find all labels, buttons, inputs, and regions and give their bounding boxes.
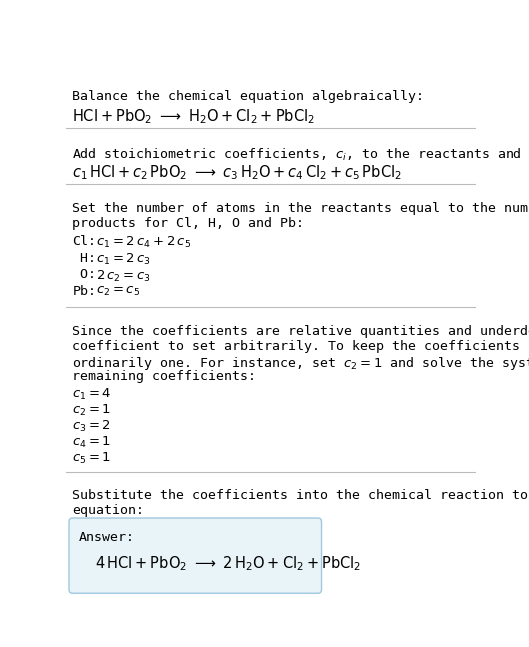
Text: $c_3 = 2$: $c_3 = 2$ xyxy=(72,419,111,434)
Text: remaining coefficients:: remaining coefficients: xyxy=(72,369,256,382)
Text: H:: H: xyxy=(72,252,96,265)
Text: Add stoichiometric coefficients, $c_i$, to the reactants and products:: Add stoichiometric coefficients, $c_i$, … xyxy=(72,146,529,163)
Text: Cl:: Cl: xyxy=(72,235,96,248)
Text: $2\,c_2 = c_3$: $2\,c_2 = c_3$ xyxy=(96,269,150,283)
Text: O:: O: xyxy=(72,269,96,281)
Text: Pb:: Pb: xyxy=(72,285,96,298)
Text: Since the coefficients are relative quantities and underdetermined, choose a: Since the coefficients are relative quan… xyxy=(72,325,529,338)
Text: Substitute the coefficients into the chemical reaction to obtain the balanced: Substitute the coefficients into the che… xyxy=(72,489,529,502)
Text: Answer:: Answer: xyxy=(78,531,134,544)
Text: coefficient to set arbitrarily. To keep the coefficients small, the arbitrary va: coefficient to set arbitrarily. To keep … xyxy=(72,340,529,353)
Text: $c_4 = 1$: $c_4 = 1$ xyxy=(72,435,111,450)
Text: $c_2 = 1$: $c_2 = 1$ xyxy=(72,403,111,418)
Text: Set the number of atoms in the reactants equal to the number of atoms in the: Set the number of atoms in the reactants… xyxy=(72,202,529,215)
Text: $c_1 = 4$: $c_1 = 4$ xyxy=(72,387,112,402)
Text: Balance the chemical equation algebraically:: Balance the chemical equation algebraica… xyxy=(72,90,424,103)
Text: $c_2 = c_5$: $c_2 = c_5$ xyxy=(96,285,140,298)
Text: $\mathrm{HCl + PbO_2\ \longrightarrow\ H_2O + Cl_2 + PbCl_2}$: $\mathrm{HCl + PbO_2\ \longrightarrow\ H… xyxy=(72,107,315,126)
Text: products for Cl, H, O and Pb:: products for Cl, H, O and Pb: xyxy=(72,217,304,230)
Text: $c_1 = 2\,c_3$: $c_1 = 2\,c_3$ xyxy=(96,252,150,267)
FancyBboxPatch shape xyxy=(69,518,322,593)
Text: $c_1\,\mathrm{HCl} + c_2\,\mathrm{PbO_2}\ \longrightarrow\ c_3\,\mathrm{H_2O} + : $c_1\,\mathrm{HCl} + c_2\,\mathrm{PbO_2}… xyxy=(72,163,402,182)
Text: $c_1 = 2\,c_4 + 2\,c_5$: $c_1 = 2\,c_4 + 2\,c_5$ xyxy=(96,235,190,250)
Text: $c_5 = 1$: $c_5 = 1$ xyxy=(72,451,111,466)
Text: equation:: equation: xyxy=(72,504,144,517)
Text: ordinarily one. For instance, set $c_2 = 1$ and solve the system of equations fo: ordinarily one. For instance, set $c_2 =… xyxy=(72,355,529,371)
Text: $\mathrm{4\,HCl + PbO_2\ \longrightarrow\ 2\,H_2O + Cl_2 + PbCl_2}$: $\mathrm{4\,HCl + PbO_2\ \longrightarrow… xyxy=(95,554,361,573)
